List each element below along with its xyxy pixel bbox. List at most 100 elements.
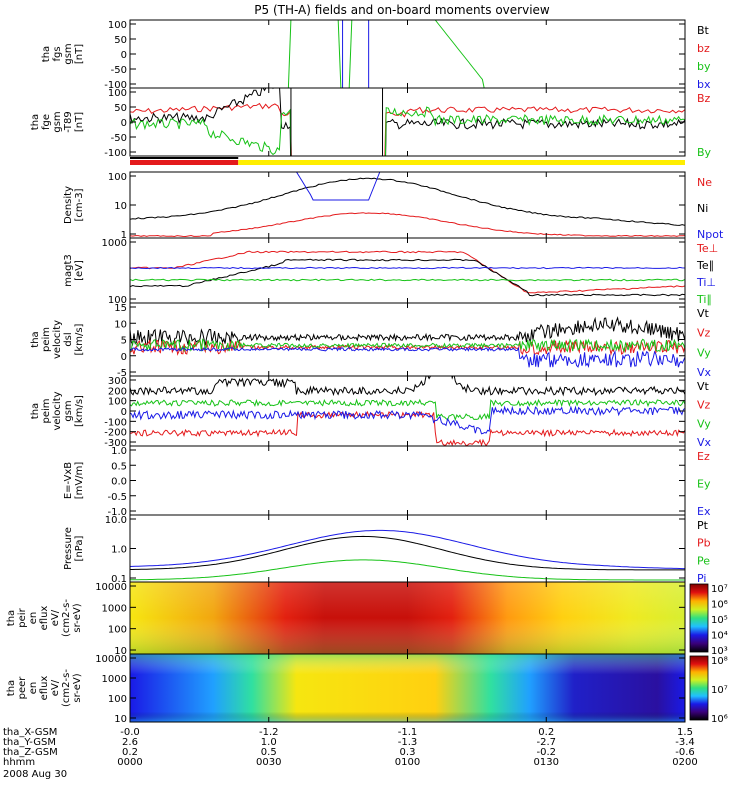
xaxis-row-value: 2.6 xyxy=(122,737,138,748)
y-axis-label: fge xyxy=(41,114,52,130)
y-axis-label: tha xyxy=(30,114,41,130)
y-tick-label: 1000 xyxy=(102,238,127,249)
y-tick-label: -200 xyxy=(104,428,127,439)
y-axis-label: Pressure xyxy=(63,527,74,570)
legend-entry-Vt: Vt xyxy=(697,380,710,393)
xaxis-row-value: 1.5 xyxy=(677,727,693,738)
y-tick-label: -50 xyxy=(111,133,127,144)
y-axis-label: dsl xyxy=(63,332,74,346)
dsl-series-vy xyxy=(130,338,685,353)
y-tick-label: 0.5 xyxy=(111,461,127,472)
fge-series-bt xyxy=(130,88,685,156)
density-series-ni xyxy=(130,177,685,226)
temperature-frame xyxy=(129,237,686,304)
y-tick-label: -100 xyxy=(104,417,127,428)
electron-spectrogram-colorbar xyxy=(689,655,709,721)
x-axis-labels: tha_X-GSM -0.0 -1.2 -1.1 0.2 1.5 tha_Y-GSM 2.6 1… xyxy=(3,727,698,780)
xaxis-row-value: 1.0 xyxy=(261,737,277,748)
pressure-frame xyxy=(129,514,686,583)
panel-fgs: 100 50 0 -50 -100 tha fgs gsm [nT] Bt bz by bx xyxy=(41,19,711,91)
panel-pressure: 10.0 1.0 0.1 Pressure [nPa] Pt Pb Pe Pi xyxy=(63,514,711,585)
y-tick-label: 0 xyxy=(121,352,127,363)
peim-velocity-dsl-plot-area xyxy=(130,316,685,368)
peim-velocity-dsl-frame xyxy=(129,302,686,377)
xaxis-row-value: -0.6 xyxy=(675,747,695,758)
panel-efield: 1.0 0.5 0.0 -0.5 -1.0 E=-VxB [mV/m] Ez Ey Ex xyxy=(63,445,711,518)
y-axis-label: eV/ xyxy=(50,609,61,626)
density-series-ne xyxy=(130,212,685,238)
y-axis-label: [eV] xyxy=(74,260,85,281)
y-tick-label: 0 xyxy=(121,118,127,129)
colorbar-tick-label: 10⁷ xyxy=(711,584,728,595)
colorbar-tick-label: 10⁶ xyxy=(711,600,728,611)
y-axis-label: tha xyxy=(30,331,41,347)
y-tick-label: -100 xyxy=(104,80,127,91)
density-plot-area xyxy=(130,172,685,238)
fgs-plot-area xyxy=(287,20,485,88)
y-tick-label: 0 xyxy=(121,407,127,418)
y-tick-label: 200 xyxy=(108,386,127,397)
y-tick-label: 5 xyxy=(121,336,127,347)
xaxis-row-value: -3.4 xyxy=(675,737,695,748)
xaxis-row-value: 0130 xyxy=(534,757,559,768)
y-axis-label: tha xyxy=(30,403,41,419)
xaxis-row-label: tha_Y-GSM xyxy=(3,737,56,748)
panel-ion-spectrogram: 10⁷ 10⁶ 10⁵ 10⁴ 10³ 10000 1000 100 10 tha peir en ef… xyxy=(6,581,728,657)
y-tick-label: -0.5 xyxy=(107,492,127,503)
ion-spectrogram-plot-area xyxy=(130,582,685,654)
temperature-plot-area xyxy=(130,250,685,297)
y-tick-label: 0 xyxy=(121,50,127,61)
y-tick-label: -300 xyxy=(104,438,127,449)
y-axis-label: Density xyxy=(63,186,74,224)
xaxis-row-value: -1.2 xyxy=(259,727,279,738)
panel-temperature: 1000 100 magt3 [eV] Te⊥ Te∥ Ti⊥ Ti∥ xyxy=(63,237,718,306)
pressure-series-pe xyxy=(130,559,685,581)
gsm-series-vy xyxy=(130,398,685,422)
y-tick-label: 100 xyxy=(108,694,127,705)
y-axis-label: E=-VxB xyxy=(63,462,74,499)
y-axis-label: tha xyxy=(6,680,17,696)
y-tick-label: 100 xyxy=(108,20,127,31)
gsm-series-vx xyxy=(130,405,685,435)
xaxis-row-value: 0200 xyxy=(672,757,697,768)
xaxis-row-value: 0000 xyxy=(117,757,142,768)
legend-entry-Ez: Ez xyxy=(697,450,710,463)
y-tick-label: -5 xyxy=(117,368,127,379)
colorbar-tick-label: 10⁷ xyxy=(711,685,728,696)
legend-entry-Te∥: Te∥ xyxy=(696,259,714,272)
xaxis-row-value: -1.3 xyxy=(398,737,418,748)
ion-spectrogram-colorbar xyxy=(689,583,709,653)
mode-bar-fast xyxy=(238,160,685,165)
gsm-series-vt xyxy=(130,376,685,397)
y-axis-label: [nT] xyxy=(74,44,85,64)
ion-spectrogram-shade xyxy=(130,582,685,654)
dsl-series-vt xyxy=(130,316,685,346)
legend-entry-Te⊥: Te⊥ xyxy=(696,242,718,255)
dsl-series-vz xyxy=(130,339,685,356)
legend-entry-Ne: Ne xyxy=(697,176,712,189)
legend-entry-Ey: Ey xyxy=(697,478,711,491)
xaxis-row-value: 0100 xyxy=(395,757,420,768)
legend-entry-Ni: Ni xyxy=(697,202,708,215)
y-axis-label: eflux xyxy=(39,606,50,631)
colorbar-tick-label: 10³ xyxy=(711,646,728,657)
y-axis-label: gsm xyxy=(63,400,74,421)
legend-entry-Vx: Vx xyxy=(697,436,712,449)
legend-entry-Ti∥: Ti∥ xyxy=(696,293,712,306)
efield-frame xyxy=(129,445,686,516)
temp-series-te-perp xyxy=(130,250,685,294)
panel-fge: 100 50 0 -50 -100 tha fge gsm -T89 [nT] Bz By xyxy=(30,87,712,165)
y-axis-label: (cm2-s- xyxy=(61,669,72,707)
xaxis-row-value: 0.5 xyxy=(261,747,277,758)
y-axis-label: peer xyxy=(17,676,28,700)
y-tick-label: 10 xyxy=(114,319,127,330)
gsm-series-vz xyxy=(130,410,685,446)
figure-title: P5 (TH-A) fields and on-board moments ov… xyxy=(254,3,550,17)
temp-series-ti-perp xyxy=(130,266,685,270)
y-tick-label: 1.0 xyxy=(111,545,127,556)
fgs-frame xyxy=(129,19,686,89)
pressure-series-pi xyxy=(130,529,685,570)
colorbar-tick-label: 10⁸ xyxy=(711,656,728,667)
fgs-series-by xyxy=(287,20,485,88)
